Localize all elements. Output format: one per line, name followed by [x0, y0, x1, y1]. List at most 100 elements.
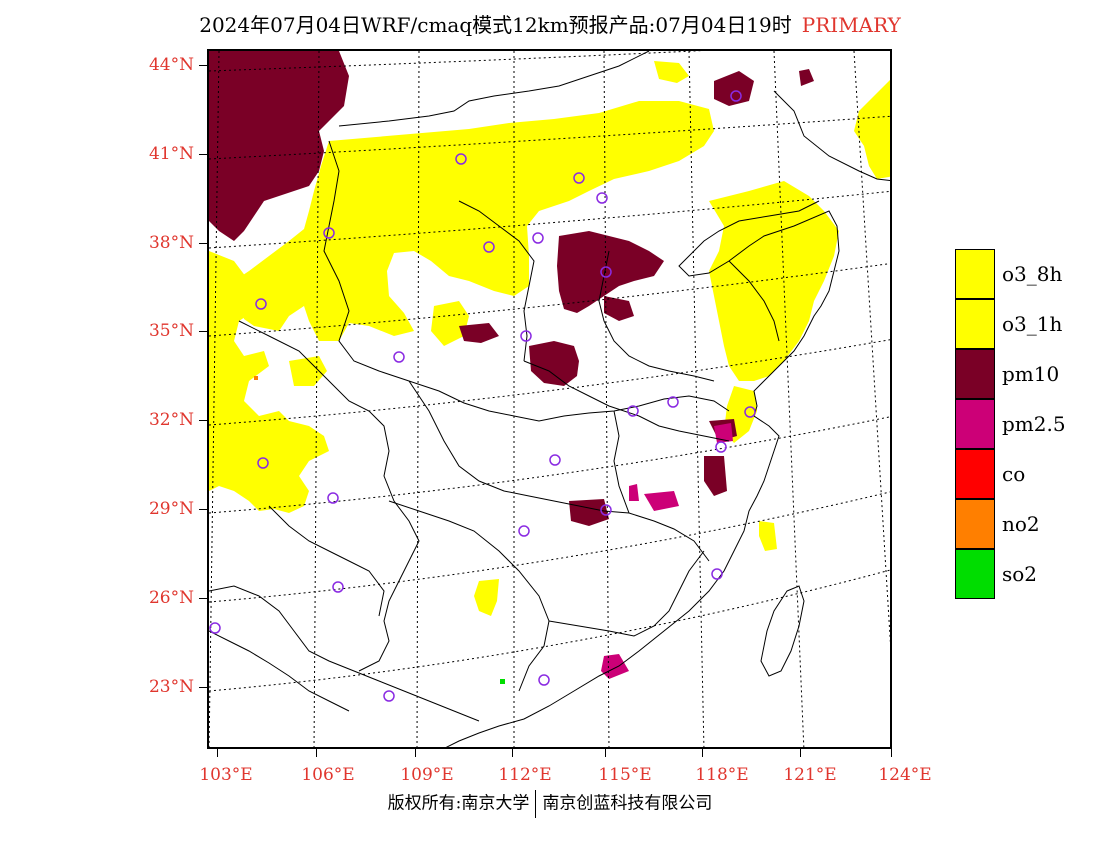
- map-canvas: [209, 51, 890, 747]
- station-markers: [209, 90, 756, 702]
- province-border-11: [209, 585, 480, 722]
- legend-label: no2: [1002, 512, 1040, 536]
- lon-label-112e: 112°E: [498, 765, 552, 785]
- lon-label-124e: 124°E: [878, 765, 932, 785]
- copyright-left: 版权所有:南京大学: [387, 793, 530, 814]
- copyright-right: 南京创蓝科技有限公司: [542, 793, 713, 814]
- lat-label-38n: 38°N: [148, 233, 194, 253]
- lat-label-35n: 35°N: [148, 321, 194, 341]
- province-border-8: [268, 505, 385, 617]
- lat-label-32n: 32°N: [148, 410, 194, 430]
- taiwan: [760, 585, 805, 677]
- lon-label-106e: 106°E: [301, 765, 355, 785]
- pm10-region-shanxi: [459, 323, 499, 343]
- lon-tick: [512, 749, 513, 757]
- circle-station-icon: [483, 241, 495, 253]
- legend-swatch: [955, 249, 995, 299]
- coastline: [445, 90, 890, 747]
- circle-station-icon: [455, 153, 467, 165]
- lat-label-26n: 26°N: [148, 588, 194, 608]
- pm25-region-guangdong: [601, 654, 629, 679]
- province-border-6: [388, 500, 550, 692]
- boundaries: [209, 51, 890, 747]
- forecast-map: [207, 49, 892, 749]
- lat-tick: [199, 65, 207, 66]
- circle-station-icon: [627, 405, 639, 417]
- o3-region-central: [431, 301, 469, 346]
- lat-label-41n: 41°N: [148, 144, 194, 164]
- circle-station-icon: [532, 232, 544, 244]
- province-border-1: [323, 140, 730, 422]
- pm10-region-northwest: [209, 51, 349, 241]
- no2-spot: [254, 376, 258, 380]
- lon-tick: [891, 749, 892, 757]
- o3-region-southeast: [759, 521, 777, 551]
- province-border-7: [548, 550, 705, 637]
- o3-region-west-small: [289, 356, 327, 386]
- circle-station-icon: [573, 172, 585, 184]
- province-border-5: [408, 380, 710, 562]
- circle-station-icon: [715, 441, 727, 453]
- pm10-region-henan: [529, 341, 579, 386]
- circle-station-icon: [209, 622, 221, 634]
- o3-region-shandong-coast: [709, 181, 839, 381]
- circle-station-icon: [255, 298, 267, 310]
- legend-swatch: [955, 399, 995, 449]
- legend-label: o3_8h: [1002, 262, 1063, 286]
- title-text: 2024年07月04日WRF/cmaq模式12km预报产品:07月04日19时: [199, 13, 792, 37]
- lon-tick: [605, 749, 606, 757]
- pm10-region-hebei-small: [604, 296, 634, 321]
- legend-label: so2: [1002, 562, 1038, 586]
- lon-tick: [702, 749, 703, 757]
- lat-tick: [199, 687, 207, 688]
- so2-spot: [500, 679, 505, 684]
- circle-station-icon: [327, 492, 339, 504]
- o3-region-north: [234, 101, 714, 341]
- circle-station-icon: [538, 674, 550, 686]
- pm10-region-coast-south: [704, 456, 727, 496]
- lon-tick: [316, 749, 317, 757]
- lat-tick: [199, 243, 207, 244]
- circle-station-icon: [600, 266, 612, 278]
- circle-station-icon: [393, 351, 405, 363]
- o3-region-south: [474, 579, 499, 616]
- legend-label: co: [1002, 462, 1026, 486]
- circle-station-icon: [600, 504, 612, 516]
- circle-station-icon: [332, 581, 344, 593]
- legend-swatch: [955, 349, 995, 399]
- legend-swatch: [955, 299, 995, 349]
- o3-region-northeast: [854, 80, 890, 179]
- circle-station-icon: [596, 192, 608, 204]
- map-title: 2024年07月04日WRF/cmaq模式12km预报产品:07月04日19时 P…: [0, 12, 1100, 38]
- circle-station-icon: [383, 690, 395, 702]
- lat-tick: [199, 331, 207, 332]
- pm25-region-jiangxi: [644, 491, 679, 511]
- lat-label-23n: 23°N: [148, 677, 194, 697]
- circle-station-icon: [518, 525, 530, 537]
- province-border-12: [728, 260, 780, 342]
- circle-station-icon: [549, 454, 561, 466]
- lon-label-121e: 121°E: [783, 765, 837, 785]
- pm25-region-fujian: [629, 484, 639, 501]
- circle-station-icon: [667, 396, 679, 408]
- lon-tick: [800, 749, 801, 757]
- circle-station-icon: [730, 90, 742, 102]
- lat-label-29n: 29°N: [148, 499, 194, 519]
- province-border-3: [458, 200, 535, 362]
- pm10-region-northeast-spot: [799, 69, 814, 86]
- province-border-4: [523, 360, 730, 442]
- lon-tick: [415, 749, 416, 757]
- lon-label-118e: 118°E: [695, 765, 749, 785]
- circle-station-icon: [323, 227, 335, 239]
- legend-label: pm2.5: [1002, 412, 1066, 436]
- o3-regions: [209, 61, 890, 616]
- legend-label: o3_1h: [1002, 312, 1063, 336]
- pm10-region-hubei: [569, 499, 609, 526]
- title-tag-primary: PRIMARY: [801, 13, 901, 37]
- graticule: [209, 51, 890, 747]
- circle-station-icon: [744, 406, 756, 418]
- pm10-region-north-spot: [714, 71, 754, 106]
- inner-mongolia-border: [338, 51, 650, 127]
- o3-region-west: [209, 251, 329, 513]
- pm25-region-zhejiang: [714, 423, 733, 443]
